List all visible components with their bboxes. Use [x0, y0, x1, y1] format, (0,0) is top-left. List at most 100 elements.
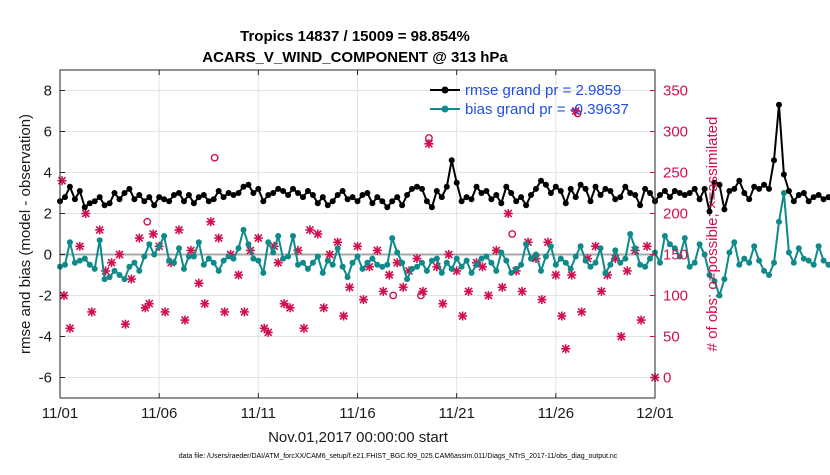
obs-assimilated-marker	[557, 312, 566, 321]
obs-assimilated-marker	[518, 287, 527, 296]
bias-point	[627, 231, 633, 237]
chart-subtitle: ACARS_V_WIND_COMPONENT @ 313 hPa	[202, 49, 508, 66]
obs-assimilated-marker	[57, 176, 66, 185]
rmse-point	[255, 186, 261, 192]
bias-point	[721, 276, 727, 282]
bias-point	[612, 247, 618, 253]
rmse-point	[72, 196, 78, 202]
rmse-point	[518, 194, 524, 200]
bias-point	[419, 260, 425, 266]
bias-point	[260, 270, 266, 276]
bias-point	[464, 258, 470, 264]
bias-point	[310, 260, 316, 266]
y2-tick-label: 200	[663, 206, 688, 223]
bias-point	[558, 256, 564, 262]
rmse-point	[578, 182, 584, 188]
rmse-point	[295, 190, 301, 196]
bias-point	[806, 258, 812, 264]
bias-point	[647, 256, 653, 262]
y-tick-label: 6	[44, 124, 52, 141]
rmse-point	[350, 194, 356, 200]
obs-assimilated-marker	[214, 234, 223, 243]
rmse-point	[107, 200, 113, 206]
bias-point	[533, 252, 539, 258]
obs-assimilated-marker	[254, 234, 263, 243]
obs-assimilated-marker	[623, 266, 632, 275]
obs-assimilated-marker	[373, 246, 382, 255]
obs-assimilated-marker	[458, 312, 467, 321]
bias-point	[92, 266, 98, 272]
obs-assimilated-marker	[537, 295, 546, 304]
bias-point	[245, 241, 251, 247]
bias-point	[320, 270, 326, 276]
bias-point	[62, 262, 68, 268]
bias-point	[146, 241, 152, 247]
rmse-point	[469, 196, 475, 202]
rmse-point	[136, 192, 142, 198]
rmse-point	[310, 192, 316, 198]
bias-point	[736, 262, 742, 268]
bias-point	[726, 250, 732, 256]
rmse-point	[131, 196, 137, 202]
obs-assimilated-marker	[399, 283, 408, 292]
x-tick-label: 11/01	[42, 405, 78, 422]
bias-point	[751, 243, 757, 249]
rmse-point	[151, 202, 157, 208]
obs-assimilated-marker	[107, 258, 116, 267]
rmse-point	[548, 190, 554, 196]
rmse-point	[761, 182, 767, 188]
bias-point	[682, 235, 688, 241]
bias-point	[598, 245, 604, 251]
x-tick-label: 11/06	[141, 405, 177, 422]
rmse-point	[369, 200, 375, 206]
rmse-point	[320, 194, 326, 200]
obs-assimilated-marker	[577, 307, 586, 316]
bias-point	[355, 254, 361, 260]
bias-point	[82, 256, 88, 262]
obs-assimilated-marker	[551, 271, 560, 280]
rmse-point	[741, 190, 747, 196]
rmse-point	[67, 184, 73, 190]
obs-assimilated-marker	[127, 275, 136, 284]
rmse-point	[637, 202, 643, 208]
y2-tick-label: 0	[663, 370, 671, 387]
rmse-point	[697, 196, 703, 202]
rmse-point	[474, 184, 480, 190]
rmse-point	[117, 196, 123, 202]
rmse-point	[568, 186, 574, 192]
bias-point	[255, 258, 261, 264]
bias-point	[112, 268, 118, 274]
obs-assimilated-marker	[617, 332, 626, 341]
obs-assimilated-marker	[561, 344, 570, 353]
rmse-point	[146, 194, 152, 200]
rmse-point	[593, 184, 599, 190]
rmse-point	[270, 190, 276, 196]
bias-point	[191, 254, 197, 260]
bias-point	[275, 233, 281, 239]
rmse-point	[801, 190, 807, 196]
y-tick-label: 8	[44, 83, 52, 100]
rmse-point	[454, 180, 460, 186]
rmse-point	[300, 194, 306, 200]
bias-point	[508, 270, 514, 276]
bias-point	[607, 262, 613, 268]
rmse-point	[62, 194, 68, 200]
rmse-point	[449, 157, 455, 163]
bias-point	[761, 268, 767, 274]
obs-assimilated-marker	[220, 307, 229, 316]
rmse-point	[404, 192, 410, 198]
rmse-point	[687, 190, 693, 196]
y-tick-label: 0	[44, 247, 52, 264]
obs-assimilated-marker	[87, 307, 96, 316]
bias-point	[236, 245, 242, 251]
bias-point	[364, 260, 370, 266]
rmse-point	[211, 196, 217, 202]
rmse-point	[92, 198, 98, 204]
rmse-point	[563, 200, 569, 206]
rmse-point	[394, 194, 400, 200]
rmse-point	[364, 190, 370, 196]
bias-point	[553, 262, 559, 268]
bias-point	[87, 262, 93, 268]
bias-point	[697, 241, 703, 247]
rmse-point	[771, 157, 777, 163]
